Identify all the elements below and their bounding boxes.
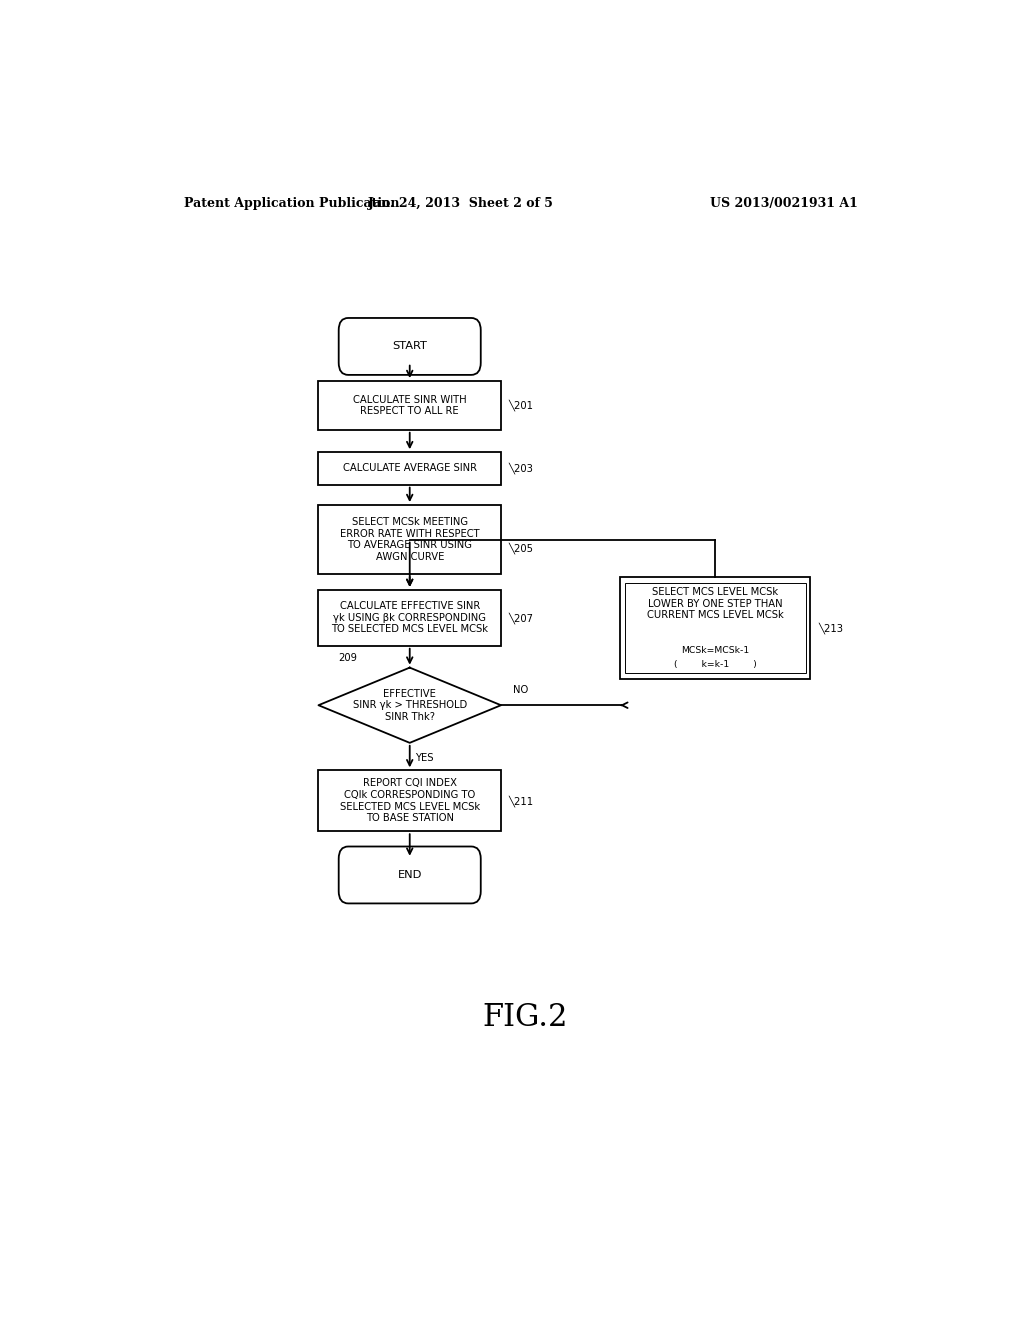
Bar <box>625 583 806 673</box>
Text: START: START <box>392 342 427 351</box>
Text: 209: 209 <box>338 652 357 663</box>
Text: REPORT CQI INDEX
CQIk CORRESPONDING TO
SELECTED MCS LEVEL MCSk
TO BASE STATION: REPORT CQI INDEX CQIk CORRESPONDING TO S… <box>340 779 480 824</box>
Bar <box>318 771 501 832</box>
Text: MCSk=MCSk-1: MCSk=MCSk-1 <box>681 645 750 655</box>
FancyBboxPatch shape <box>339 318 480 375</box>
Bar <box>318 453 501 484</box>
Text: CALCULATE EFFECTIVE SINR
γk USING βk CORRESPONDING
TO SELECTED MCS LEVEL MCSk: CALCULATE EFFECTIVE SINR γk USING βk COR… <box>331 601 488 635</box>
Text: US 2013/0021931 A1: US 2013/0021931 A1 <box>711 197 858 210</box>
FancyBboxPatch shape <box>339 846 480 903</box>
Bar <box>318 381 501 430</box>
Text: Patent Application Publication: Patent Application Publication <box>183 197 399 210</box>
Polygon shape <box>318 668 501 743</box>
Text: (        k=k-1        ): ( k=k-1 ) <box>674 660 757 669</box>
Text: SELECT MCSk MEETING
ERROR RATE WITH RESPECT
TO AVERAGE SINR USING
AWGN CURVE: SELECT MCSk MEETING ERROR RATE WITH RESP… <box>340 517 479 562</box>
Bar <box>620 577 810 678</box>
Text: YES: YES <box>415 752 433 763</box>
Text: ╲211: ╲211 <box>509 795 535 807</box>
Text: ╲213: ╲213 <box>818 622 844 634</box>
Text: ╲201: ╲201 <box>509 400 534 412</box>
Text: Jan. 24, 2013  Sheet 2 of 5: Jan. 24, 2013 Sheet 2 of 5 <box>369 197 554 210</box>
Text: ╲205: ╲205 <box>509 541 534 553</box>
Text: NO: NO <box>513 685 528 696</box>
Text: END: END <box>397 870 422 880</box>
Text: ╲207: ╲207 <box>509 612 534 623</box>
Text: CALCULATE SINR WITH
RESPECT TO ALL RE: CALCULATE SINR WITH RESPECT TO ALL RE <box>353 395 467 416</box>
Text: ╲203: ╲203 <box>509 462 534 474</box>
Bar <box>318 506 501 574</box>
Bar <box>318 590 501 645</box>
Text: CALCULATE AVERAGE SINR: CALCULATE AVERAGE SINR <box>343 463 477 474</box>
Text: EFFECTIVE
SINR γk > THRESHOLD
SINR Thk?: EFFECTIVE SINR γk > THRESHOLD SINR Thk? <box>352 689 467 722</box>
Text: FIG.2: FIG.2 <box>482 1002 567 1032</box>
Text: SELECT MCS LEVEL MCSk
LOWER BY ONE STEP THAN
CURRENT MCS LEVEL MCSk: SELECT MCS LEVEL MCSk LOWER BY ONE STEP … <box>647 587 783 620</box>
